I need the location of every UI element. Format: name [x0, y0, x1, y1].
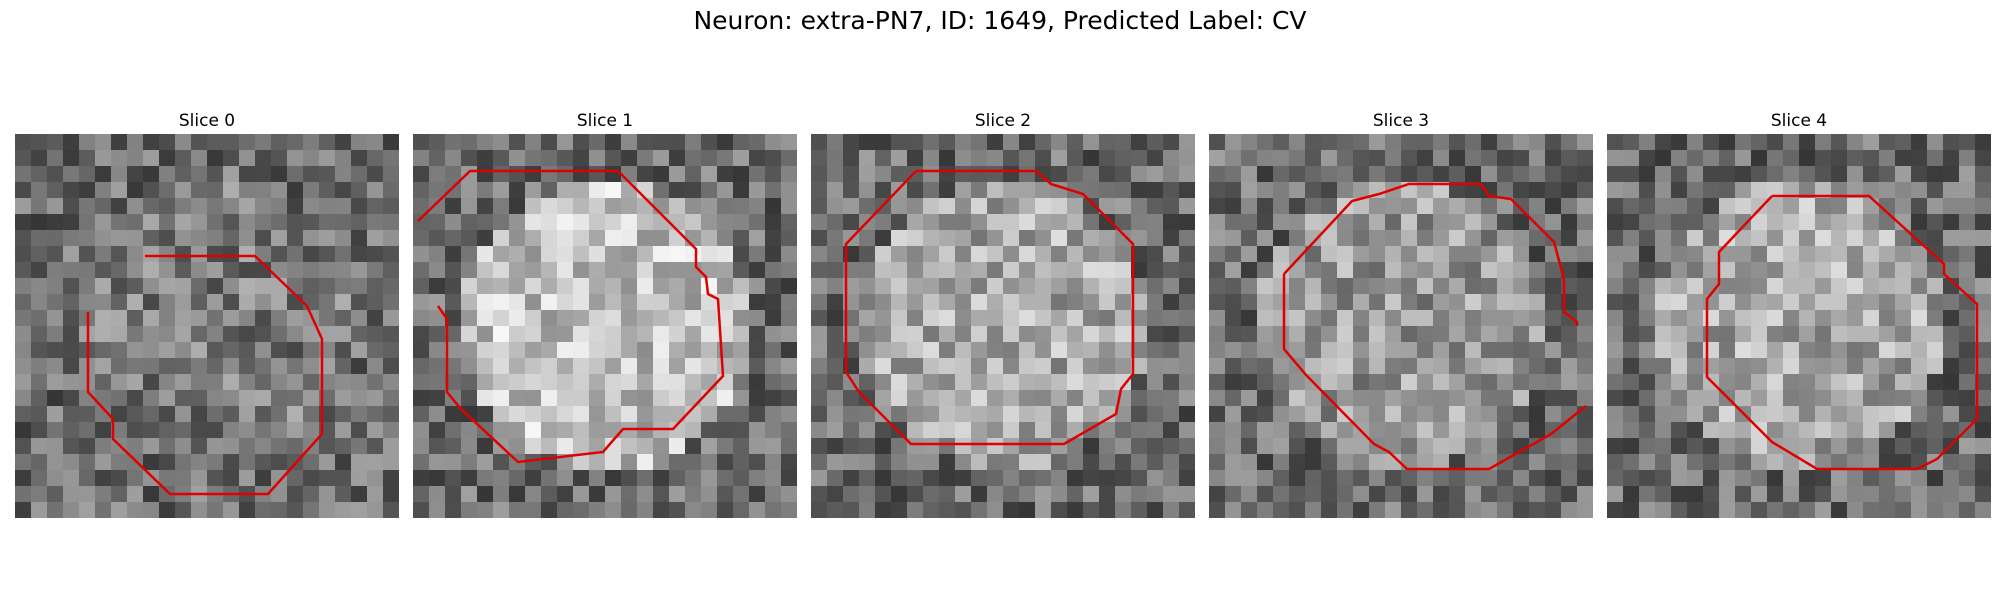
slice-title: Slice 1 — [413, 108, 797, 134]
slice-title: Slice 0 — [15, 108, 399, 134]
slice-title: Slice 2 — [811, 108, 1195, 134]
slice-image — [811, 134, 1195, 518]
slice-image — [15, 134, 399, 518]
slice-panel-3: Slice 3 — [1209, 108, 1593, 518]
slice-panel-1: Slice 1 — [413, 108, 797, 518]
slice-image — [1209, 134, 1593, 518]
slice-panel-0: Slice 0 — [15, 108, 399, 518]
slice-panel-4: Slice 4 — [1607, 108, 1991, 518]
slice-title: Slice 4 — [1607, 108, 1991, 134]
slice-panel-2: Slice 2 — [811, 108, 1195, 518]
slice-title: Slice 3 — [1209, 108, 1593, 134]
slice-image — [1607, 134, 1991, 518]
slice-image — [413, 134, 797, 518]
figure-title: Neuron: extra-PN7, ID: 1649, Predicted L… — [0, 6, 2000, 35]
